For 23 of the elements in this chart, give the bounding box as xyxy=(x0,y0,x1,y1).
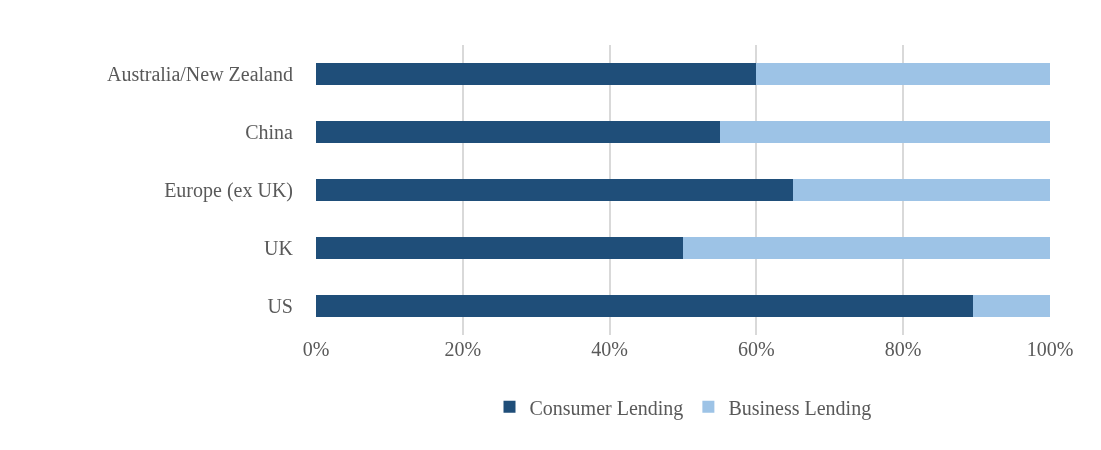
bar xyxy=(756,62,1050,86)
y-tick-label: UK xyxy=(264,237,294,259)
bar xyxy=(793,178,1050,202)
bar xyxy=(972,294,1050,318)
x-tick-label: 80% xyxy=(884,338,922,360)
x-tick-label: 100% xyxy=(1026,338,1074,360)
y-tick-label: Australia/New Zealand xyxy=(106,63,293,85)
y-tick-label: Europe (ex UK) xyxy=(164,179,293,202)
legend-label: Business Lending xyxy=(728,396,872,420)
bar xyxy=(316,178,794,202)
y-tick-label: US xyxy=(267,295,293,317)
legend-label: Consumer Lending xyxy=(529,396,684,420)
x-tick-label: 20% xyxy=(444,338,482,360)
x-tick-label: 40% xyxy=(591,338,628,360)
bar xyxy=(719,120,1050,144)
bar xyxy=(316,236,683,260)
x-tick-label: 0% xyxy=(302,338,330,360)
bar xyxy=(316,62,757,86)
y-tick-label: China xyxy=(245,121,294,143)
bar xyxy=(683,236,1050,260)
bar xyxy=(316,294,973,318)
bar xyxy=(316,120,720,144)
x-tick-label: 60% xyxy=(738,338,775,360)
